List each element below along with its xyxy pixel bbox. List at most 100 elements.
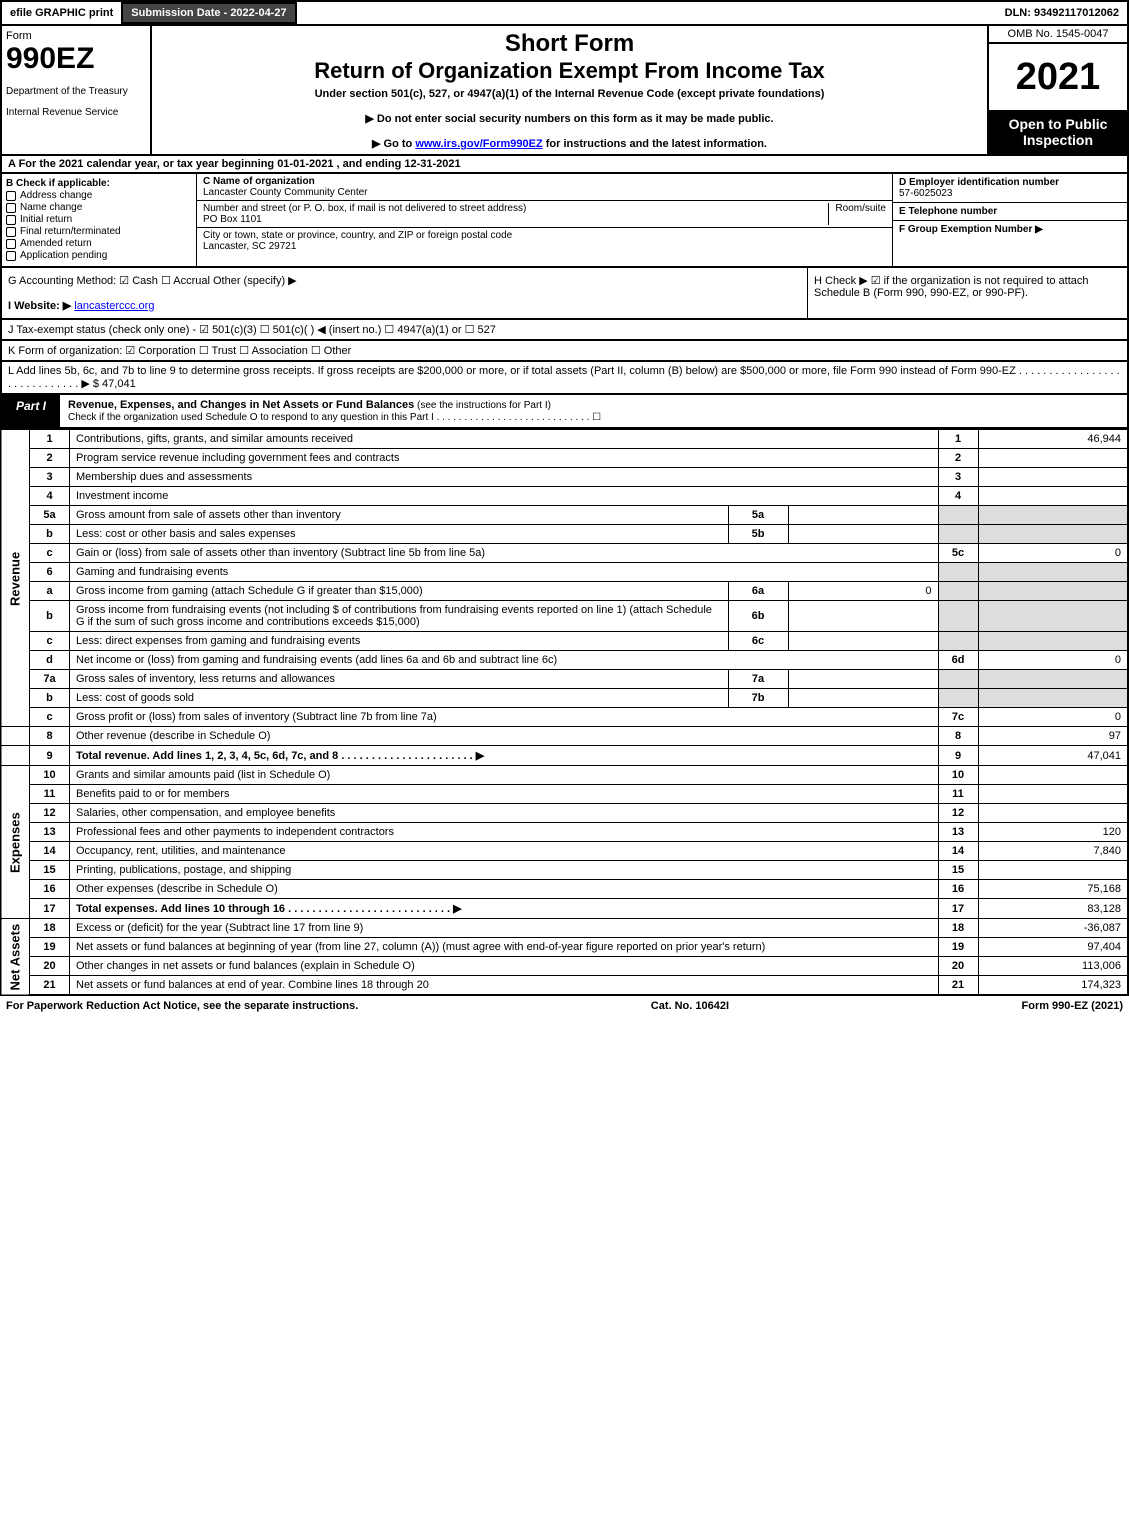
submission-date: Submission Date - 2022-04-27 [121, 2, 296, 24]
chk-final-return[interactable]: Final return/terminated [6, 226, 192, 237]
line-6b: Gross income from fundraising events (no… [70, 601, 729, 632]
revenue-table: Revenue 1Contributions, gifts, grants, a… [0, 429, 1129, 996]
form-header: Form 990EZ Department of the Treasury In… [0, 26, 1129, 156]
section-j: J Tax-exempt status (check only one) - ☑… [0, 320, 1129, 341]
org-addr: PO Box 1101 [203, 214, 262, 225]
netassets-side-label: Net Assets [1, 919, 30, 996]
website-link[interactable]: lancasterccc.org [74, 300, 154, 312]
line-6c: Less: direct expenses from gaming and fu… [70, 632, 729, 651]
line-19: Net assets or fund balances at beginning… [70, 938, 939, 957]
goto-pre: ▶ Go to [372, 138, 415, 150]
irs-link[interactable]: www.irs.gov/Form990EZ [415, 138, 542, 150]
org-city-row: City or town, state or province, country… [197, 228, 892, 254]
revenue-side-label: Revenue [1, 430, 30, 727]
efile-label[interactable]: efile GRAPHIC print [2, 4, 121, 22]
chk-application-pending[interactable]: Application pending [6, 250, 192, 261]
f-group: F Group Exemption Number ▶ [893, 221, 1127, 266]
i-label: I Website: ▶ [8, 300, 71, 312]
checkbox-icon [6, 227, 16, 237]
form-word: Form [6, 30, 146, 42]
main-title: Return of Organization Exempt From Incom… [162, 58, 977, 84]
under-section: Under section 501(c), 527, or 4947(a)(1)… [162, 88, 977, 100]
line-8: Other revenue (describe in Schedule O) [70, 727, 939, 746]
line-4: Investment income [70, 487, 939, 506]
e-phone: E Telephone number [893, 203, 1127, 221]
part1-tab: Part I [2, 395, 60, 427]
section-k: K Form of organization: ☑ Corporation ☐ … [0, 341, 1129, 362]
goto-post: for instructions and the latest informat… [543, 138, 767, 150]
line-5b: Less: cost or other basis and sales expe… [70, 525, 729, 544]
checkbox-icon [6, 203, 16, 213]
dept-irs: Internal Revenue Service [6, 107, 146, 118]
chk-address-change[interactable]: Address change [6, 190, 192, 201]
line-5c: Gain or (loss) from sale of assets other… [70, 544, 939, 563]
ssn-note: ▶ Do not enter social security numbers o… [162, 112, 977, 125]
section-b: B Check if applicable: Address change Na… [2, 174, 197, 266]
line-21: Net assets or fund balances at end of ye… [70, 976, 939, 996]
org-city: Lancaster, SC 29721 [203, 241, 296, 252]
e-label: E Telephone number [899, 206, 1121, 217]
footer-right: Form 990-EZ (2021) [1022, 1000, 1123, 1012]
line-11: Benefits paid to or for members [70, 785, 939, 804]
short-form-title: Short Form [162, 30, 977, 58]
line-20: Other changes in net assets or fund bala… [70, 957, 939, 976]
line-7c: Gross profit or (loss) from sales of inv… [70, 708, 939, 727]
line-15: Printing, publications, postage, and shi… [70, 861, 939, 880]
line-7b: Less: cost of goods sold [70, 689, 729, 708]
d-label: D Employer identification number [899, 177, 1121, 188]
checkbox-icon [6, 191, 16, 201]
line-10: Grants and similar amounts paid (list in… [70, 766, 939, 785]
checkbox-icon [6, 239, 16, 249]
line-6d: Net income or (loss) from gaming and fun… [70, 651, 939, 670]
chk-amended-return[interactable]: Amended return [6, 238, 192, 249]
footer-left: For Paperwork Reduction Act Notice, see … [6, 1000, 358, 1012]
line-18: Excess or (deficit) for the year (Subtra… [70, 919, 939, 938]
org-addr-row: Number and street (or P. O. box, if mail… [197, 201, 892, 228]
line-9: Total revenue. Add lines 1, 2, 3, 4, 5c,… [70, 746, 939, 766]
b-header: B Check if applicable: [6, 178, 192, 189]
line-5a: Gross amount from sale of assets other t… [70, 506, 729, 525]
section-h: H Check ▶ ☑ if the organization is not r… [807, 268, 1127, 318]
line-6: Gaming and fundraising events [70, 563, 939, 582]
line-17: Total expenses. Add lines 10 through 16 … [70, 899, 939, 919]
line-7a: Gross sales of inventory, less returns a… [70, 670, 729, 689]
part1-title: Revenue, Expenses, and Changes in Net As… [60, 395, 1127, 427]
city-label: City or town, state or province, country… [203, 230, 512, 241]
chk-initial-return[interactable]: Initial return [6, 214, 192, 225]
d-ein: D Employer identification number 57-6025… [893, 174, 1127, 203]
info-grid: B Check if applicable: Address change Na… [0, 174, 1129, 268]
g-text: G Accounting Method: ☑ Cash ☐ Accrual Ot… [8, 274, 801, 287]
f-label: F Group Exemption Number ▶ [899, 224, 1121, 235]
c-name-label: C Name of organization [203, 176, 315, 187]
top-bar: efile GRAPHIC print Submission Date - 20… [0, 0, 1129, 26]
line-14: Occupancy, rent, utilities, and maintena… [70, 842, 939, 861]
gh-row: G Accounting Method: ☑ Cash ☐ Accrual Ot… [0, 268, 1129, 320]
line-2: Program service revenue including govern… [70, 449, 939, 468]
addr-label: Number and street (or P. O. box, if mail… [203, 203, 526, 214]
section-de: D Employer identification number 57-6025… [892, 174, 1127, 266]
org-name: Lancaster County Community Center [203, 187, 368, 198]
line-16: Other expenses (describe in Schedule O) [70, 880, 939, 899]
header-left: Form 990EZ Department of the Treasury In… [2, 26, 152, 154]
checkbox-icon [6, 215, 16, 225]
line-13: Professional fees and other payments to … [70, 823, 939, 842]
dln: DLN: 93492117012062 [997, 4, 1127, 22]
line-1: Contributions, gifts, grants, and simila… [70, 430, 939, 449]
line-3: Membership dues and assessments [70, 468, 939, 487]
omb-number: OMB No. 1545-0047 [989, 26, 1127, 44]
line-6a: Gross income from gaming (attach Schedul… [70, 582, 729, 601]
tax-year: 2021 [989, 44, 1127, 110]
room-suite: Room/suite [828, 203, 886, 225]
section-l: L Add lines 5b, 6c, and 7b to line 9 to … [0, 362, 1129, 395]
expenses-side-label: Expenses [1, 766, 30, 919]
footer-center: Cat. No. 10642I [651, 1000, 729, 1012]
chk-name-change[interactable]: Name change [6, 202, 192, 213]
line-12: Salaries, other compensation, and employ… [70, 804, 939, 823]
footer: For Paperwork Reduction Act Notice, see … [0, 996, 1129, 1016]
org-name-row: C Name of organization Lancaster County … [197, 174, 892, 201]
line-1-val: 46,944 [978, 430, 1128, 449]
section-g: G Accounting Method: ☑ Cash ☐ Accrual Ot… [2, 268, 807, 318]
header-right: OMB No. 1545-0047 2021 Open to Public In… [987, 26, 1127, 154]
part1-header: Part I Revenue, Expenses, and Changes in… [0, 395, 1129, 429]
dept-treasury: Department of the Treasury [6, 86, 146, 97]
